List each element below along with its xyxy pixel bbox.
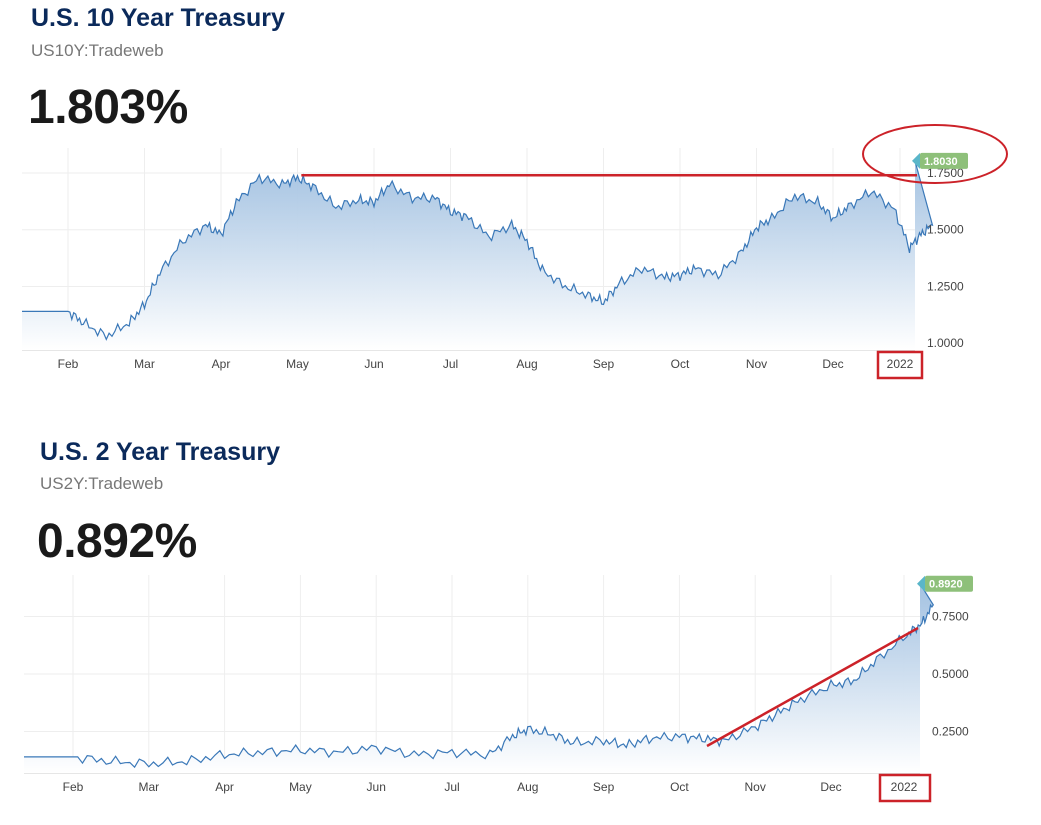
last-price-pointer: [912, 152, 920, 169]
symbol-label: US10Y:Tradeweb: [31, 41, 164, 60]
x-tick-label: Jul: [444, 780, 459, 794]
price-value: 0.892%: [37, 515, 197, 568]
x-tick-label: Sep: [593, 357, 615, 371]
x-tick-label: Feb: [63, 780, 84, 794]
y-tick-label: 0.2500: [932, 725, 969, 739]
x-tick-label: Aug: [517, 780, 538, 794]
x-tick-label: Jul: [443, 357, 458, 371]
chart-title: U.S. 2 Year Treasury: [40, 438, 280, 466]
last-price-tag-label: 1.8030: [924, 156, 958, 168]
y-tick-label: 1.7500: [927, 166, 964, 180]
x-tick-label: Jun: [367, 780, 386, 794]
x-tick-label: May: [286, 357, 309, 371]
x-tick-label: Jun: [364, 357, 383, 371]
ten-year-chart: Feb Mar Apr May Jun Jul Aug Sep Oct Nov Dec 2022 1.0…: [22, 124, 1008, 380]
y-tick-label: 1.2500: [927, 279, 964, 293]
symbol-label: US2Y:Tradeweb: [40, 474, 164, 493]
ten-year-section: U.S. 10 Year Treasury US10Y:Tradeweb 1.8…: [0, 0, 1041, 390]
x-tick-label: Mar: [134, 357, 155, 371]
series-area: [24, 583, 934, 773]
series-area: [22, 160, 933, 350]
x-tick-label: Sep: [593, 780, 615, 794]
x-tick-label: Nov: [746, 357, 767, 371]
y-tick-label: 0.5000: [932, 667, 969, 681]
two-year-chart: Feb Mar Apr May Jun Jul Aug Sep Oct Nov Dec 2022 0.2…: [24, 575, 973, 803]
last-price-tag: [920, 152, 968, 169]
y-tick-label: 1.5000: [927, 223, 964, 237]
last-price-tag-label: 0.8920: [929, 579, 963, 591]
last-price-tag: [925, 575, 973, 592]
y-tick-label: 0.7500: [932, 609, 969, 623]
x-tick-label: Mar: [138, 780, 159, 794]
x-tick-label: Nov: [745, 780, 766, 794]
x-tick-label: Apr: [212, 357, 231, 371]
x-tick-label: Oct: [671, 357, 690, 371]
x-tick-label: Apr: [215, 780, 234, 794]
x-tick-label: Dec: [820, 780, 841, 794]
annotation-circle: [862, 124, 1008, 184]
last-price-pointer: [917, 575, 925, 592]
x-tick-label: May: [289, 780, 312, 794]
x-tick-label: Feb: [58, 357, 79, 371]
series-line: [24, 583, 935, 769]
price-value: 1.803%: [28, 81, 188, 134]
x-tick-label: Dec: [822, 357, 843, 371]
annotation-year-box: [876, 350, 924, 380]
annotation-year-box: [878, 773, 932, 803]
x-tick-label: Oct: [670, 780, 689, 794]
x-tick-label: 2022: [891, 780, 918, 794]
y-tick-label: 1.0000: [927, 336, 964, 350]
chart-title: U.S. 10 Year Treasury: [31, 4, 285, 32]
x-tick-label: Aug: [516, 357, 537, 371]
two-year-section: U.S. 2 Year Treasury US2Y:Tradeweb 0.892…: [0, 430, 1041, 825]
series-line: [22, 160, 934, 341]
x-tick-label: 2022: [887, 357, 914, 371]
annotation-trend-line: [706, 626, 919, 748]
